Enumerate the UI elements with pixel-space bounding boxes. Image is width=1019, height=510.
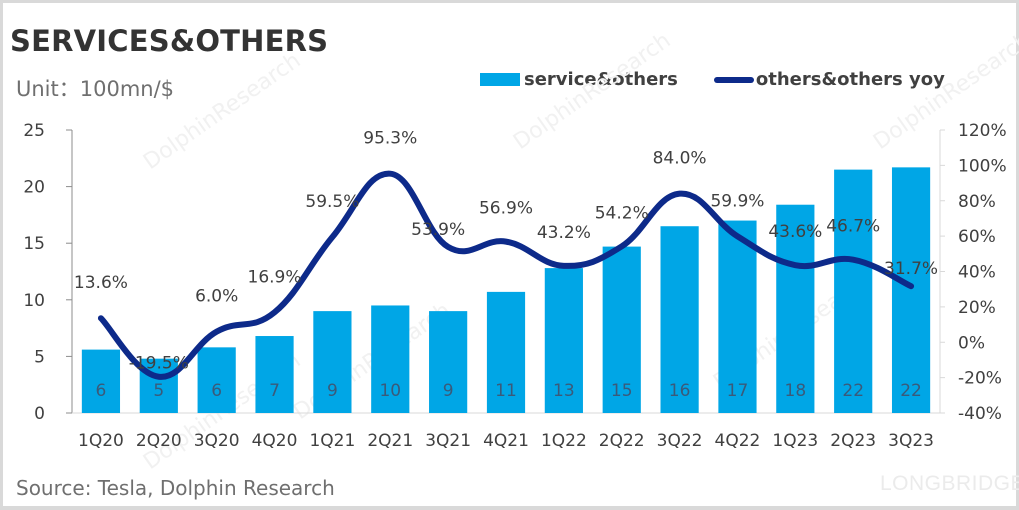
yoy-value-label: 46.7% [826, 217, 880, 237]
yoy-value-label: 43.2% [537, 223, 591, 243]
watermark-text: DolphinResearch [139, 48, 305, 175]
bar [197, 347, 236, 413]
bar-value-label: 9 [327, 381, 338, 401]
bar-value-label: 22 [900, 381, 922, 401]
bar [81, 349, 121, 413]
left-tick-label: 15 [23, 234, 45, 254]
yoy-value-label: 43.6% [768, 222, 822, 242]
bar-value-label: 7 [269, 381, 280, 401]
x-tick-label: 1Q23 [772, 431, 818, 451]
bar-value-label: 18 [785, 381, 807, 401]
legend-line-swatch [713, 76, 754, 83]
watermark-text: DolphinResearch [509, 28, 675, 155]
yoy-value-label: 54.2% [595, 203, 649, 223]
legend: service&others others&others yoy [480, 69, 945, 90]
bar-value-label: 22 [842, 381, 864, 401]
bar-value-label: 16 [669, 381, 691, 401]
x-tick-label: 2Q21 [367, 431, 413, 451]
unit-label: Unit：100mn/$ [16, 77, 175, 101]
line-series [97, 170, 915, 380]
right-tick-label: 120% [958, 121, 1007, 141]
x-tick-label: 1Q20 [78, 431, 124, 451]
left-tick-label: 5 [34, 347, 45, 367]
yoy-value-label: 59.9% [710, 191, 764, 211]
bar [429, 311, 468, 413]
bar [371, 305, 410, 413]
bar-value-label: 15 [611, 381, 633, 401]
x-tick-label: 4Q21 [483, 431, 529, 451]
bar [486, 291, 526, 413]
left-tick-label: 0 [34, 404, 45, 424]
x-tick-label: 3Q20 [194, 431, 240, 451]
bar-value-label: 9 [443, 381, 454, 401]
right-tick-label: -40% [958, 404, 1002, 424]
source-note: Source: Tesla, Dolphin Research [16, 476, 335, 500]
bar-value-label: 10 [379, 381, 401, 401]
data-labels: 6 5 6 7 9 10 9 11 13 15 16 17 18 22 22 13.6% -19.5% 6.0% 1… [74, 129, 938, 401]
x-tick-label: 1Q22 [541, 431, 587, 451]
left-tick-label: 20 [23, 178, 45, 198]
bar [776, 204, 815, 413]
left-tick-label: 25 [23, 121, 45, 141]
bar [660, 226, 699, 413]
bar-value-label: 5 [153, 381, 164, 401]
bar [834, 169, 873, 413]
right-tick-label: 60% [958, 227, 996, 247]
chart-title: SERVICES&OTHERS [10, 24, 329, 58]
yoy-value-label: 31.7% [884, 259, 938, 279]
yoy-value-label: 56.9% [479, 199, 533, 219]
left-tick-label: 10 [23, 291, 45, 311]
x-tick-label: 2Q22 [599, 431, 645, 451]
bar [139, 358, 178, 413]
right-tick-label: 0% [958, 333, 985, 353]
x-tick-label: 4Q22 [715, 431, 761, 451]
yoy-value-label: 6.0% [195, 287, 238, 307]
bar-value-label: 6 [211, 381, 222, 401]
right-tick-label: 100% [958, 156, 1007, 176]
legend-label-line: others&others yoy [755, 69, 945, 90]
bar [313, 311, 352, 413]
bar-value-label: 11 [495, 381, 517, 401]
right-tick-label: -20% [958, 369, 1002, 389]
x-tick-label: 2Q20 [136, 431, 182, 451]
bar [718, 220, 757, 413]
yoy-value-label: 53.9% [411, 220, 465, 240]
x-tick-label: 1Q21 [309, 431, 355, 451]
axes: 0 5 10 15 20 25 -40% -20% 0% 20% 40% 60% 80% 100% 120%… [23, 121, 1006, 451]
x-tick-label: 4Q20 [252, 431, 298, 451]
bar-value-label: 13 [553, 381, 575, 401]
bar-value-label: 6 [96, 381, 107, 401]
right-tick-label: 80% [958, 192, 996, 212]
yoy-value-label: 95.3% [363, 129, 417, 149]
x-tick-label: 2Q23 [830, 431, 876, 451]
bar [602, 246, 641, 413]
yoy-value-label: 84.0% [653, 149, 707, 169]
x-tick-label: 3Q22 [657, 431, 703, 451]
right-tick-label: 40% [958, 263, 996, 283]
brand-watermark: LONGBRIDGE [880, 472, 1019, 495]
right-tick-label: 20% [958, 298, 996, 318]
x-tick-label: 3Q23 [888, 431, 934, 451]
yoy-value-label: 13.6% [74, 273, 128, 293]
legend-bar-swatch [480, 73, 520, 86]
x-tick-label: 3Q21 [425, 431, 471, 451]
yoy-line [97, 170, 915, 380]
yoy-value-label: -19.5% [129, 354, 189, 374]
bar [544, 268, 583, 413]
yoy-value-label: 59.5% [305, 192, 359, 212]
legend-label-bar: service&others [524, 69, 678, 90]
yoy-value-label: 16.9% [248, 267, 302, 287]
bar-value-label: 17 [727, 381, 749, 401]
bar-series [81, 167, 931, 413]
bar [255, 336, 294, 413]
bar [891, 167, 931, 413]
